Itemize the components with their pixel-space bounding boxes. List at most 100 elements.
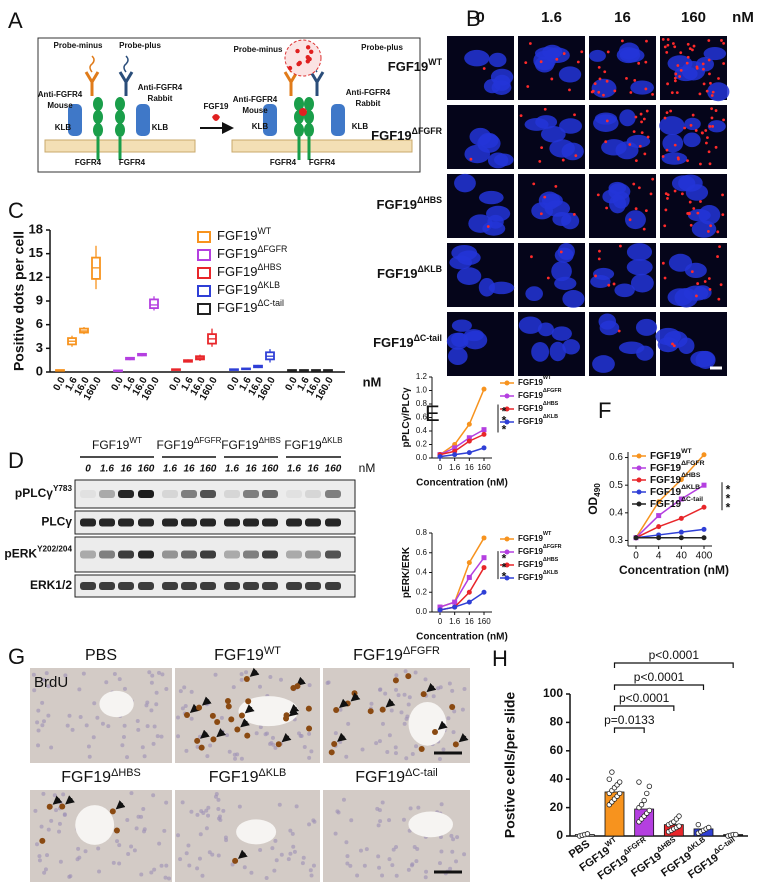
blot-band <box>200 490 216 498</box>
nucleus <box>45 853 50 858</box>
legend-label-sup: ΔKLB <box>543 570 558 576</box>
legend-label-base: FGF19 <box>217 300 257 315</box>
legend-swatch <box>197 249 211 261</box>
data-point <box>617 790 623 797</box>
nucleus <box>447 681 452 686</box>
x-tick-label: 16 <box>465 617 474 626</box>
pla-dot <box>573 113 576 117</box>
pla-dot <box>663 276 667 280</box>
pla-dot <box>640 120 643 124</box>
nucleus <box>176 715 181 720</box>
legend-label: FGF19ΔHBS <box>650 472 701 486</box>
pla-dot <box>646 135 650 139</box>
nucleus <box>70 727 75 732</box>
nucleus <box>62 812 67 817</box>
klb <box>331 104 345 136</box>
row-label: pPLCγY783 <box>15 484 73 500</box>
blot-band <box>243 550 259 559</box>
blot-band <box>305 550 321 559</box>
nucleus <box>562 290 585 308</box>
data-point <box>584 831 591 837</box>
nucleus <box>206 813 211 818</box>
legend-label-sup: ΔHBS <box>257 262 281 272</box>
pla-dot <box>711 90 715 94</box>
pla-dot <box>664 208 668 212</box>
pla-dot <box>619 244 622 248</box>
pla-dot <box>530 255 533 259</box>
pla-dot <box>603 70 607 74</box>
row-label-base: FGF19 <box>377 197 417 212</box>
nucleus <box>273 838 278 843</box>
series-line <box>635 484 705 539</box>
nucleus <box>180 706 185 711</box>
nucleus <box>393 745 398 750</box>
lane-label: 16 <box>183 464 195 475</box>
image-label-sup: ΔKLB <box>258 767 286 779</box>
pla-dot <box>562 52 566 55</box>
y-tick-label: 0.3 <box>609 535 623 546</box>
blot-band <box>80 490 96 498</box>
pla-dot <box>665 50 669 54</box>
nucleus <box>36 708 41 713</box>
blot-band <box>262 582 278 590</box>
nucleus <box>598 313 617 330</box>
nucleus <box>416 805 421 810</box>
blot-band <box>325 490 341 498</box>
legend-marker <box>504 575 510 581</box>
arrow <box>237 849 248 859</box>
rca-dot <box>305 55 310 60</box>
legend-label-sup: ΔKLB <box>543 414 558 420</box>
image-label: FGF19ΔC-tail <box>355 767 437 786</box>
nucleus <box>594 112 618 125</box>
column-header: 160 <box>681 9 706 26</box>
pla-dot <box>597 90 601 94</box>
pla-dot <box>543 195 547 199</box>
nucleus <box>309 873 314 878</box>
pla-dot <box>666 38 670 41</box>
nucleus <box>659 116 685 136</box>
nucleus <box>129 791 134 796</box>
nucleus <box>176 833 181 838</box>
nucleus <box>402 692 407 697</box>
pla-dot <box>524 61 528 64</box>
nucleus <box>129 844 134 849</box>
nucleus <box>35 720 40 725</box>
pla-dot <box>677 157 680 161</box>
group-label: FGF19ΔKLB <box>284 436 343 452</box>
data-point <box>656 499 662 505</box>
nucleus <box>374 741 379 746</box>
nucleus <box>78 715 83 720</box>
legend-label: FGF19ΔC-tail <box>217 298 284 315</box>
diagram-label: Anti-FGFR4 <box>38 90 83 99</box>
nucleus <box>394 687 399 692</box>
nucleus <box>180 800 185 805</box>
data-point <box>481 565 487 571</box>
vessel <box>408 811 453 838</box>
pla-dot <box>673 76 677 80</box>
pla-dot <box>711 125 715 128</box>
nucleus <box>40 723 45 728</box>
y-tick-label: 6 <box>36 316 43 331</box>
nucleus <box>77 687 82 692</box>
row-label: FGF19ΔFGFR <box>371 126 442 143</box>
data-point <box>606 776 612 782</box>
nucleus <box>183 703 188 708</box>
data-point <box>676 813 682 819</box>
x-tick-label: 16 <box>465 463 474 472</box>
nucleus <box>206 805 211 810</box>
nucleus <box>559 118 582 134</box>
nucleus <box>441 747 446 752</box>
legend-marker <box>504 380 510 386</box>
image-label-sup: ΔC-tail <box>405 767 438 779</box>
nucleus <box>362 863 367 868</box>
box <box>149 298 159 309</box>
nucleus <box>333 731 338 736</box>
nucleus <box>377 808 382 813</box>
x-tick-label-sup: ΔFGFR <box>621 834 648 856</box>
row-label: pERKY202/204 <box>4 545 72 561</box>
blot-band <box>200 550 216 559</box>
nucleus <box>232 752 237 757</box>
blot-band <box>80 550 96 559</box>
nucleus <box>325 680 330 685</box>
pla-dot <box>675 91 679 94</box>
